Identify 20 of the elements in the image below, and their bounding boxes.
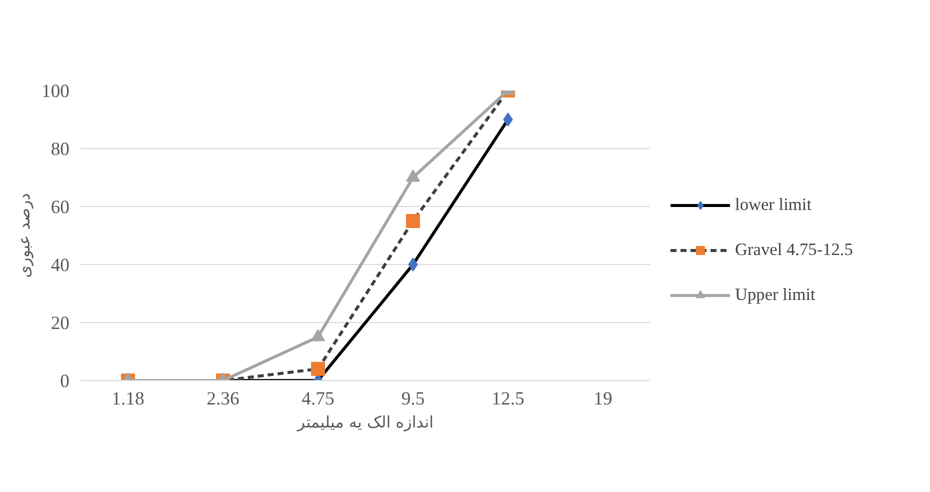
legend-label: lower limit: [735, 195, 812, 215]
y-axis-title: درصد عبوری: [14, 193, 34, 278]
y-tick-label: 80: [50, 139, 70, 160]
point: [311, 328, 325, 342]
x-tick-label: 2.36: [206, 388, 240, 410]
x-tick-label: 19: [594, 388, 612, 410]
point: [408, 258, 418, 272]
legend-label: Gravel 4.75-12.5: [735, 240, 853, 260]
y-tick-label: 40: [50, 255, 70, 276]
x-tick-label: 1.18: [112, 388, 144, 410]
x-tick-label: 9.5: [401, 388, 425, 410]
legend-label: Upper limit: [735, 285, 816, 305]
y-tick-label: 0: [60, 371, 70, 392]
x-axis-title: اندازه الک یه میلیمتر: [296, 412, 434, 432]
x-tick-label: 12.5: [492, 388, 524, 410]
y-tick-label: 60: [50, 197, 70, 218]
y-tick-label: 100: [42, 81, 70, 102]
point: [406, 214, 420, 228]
x-tick-label: 4.75: [302, 388, 334, 410]
y-tick-label: 20: [50, 313, 70, 334]
